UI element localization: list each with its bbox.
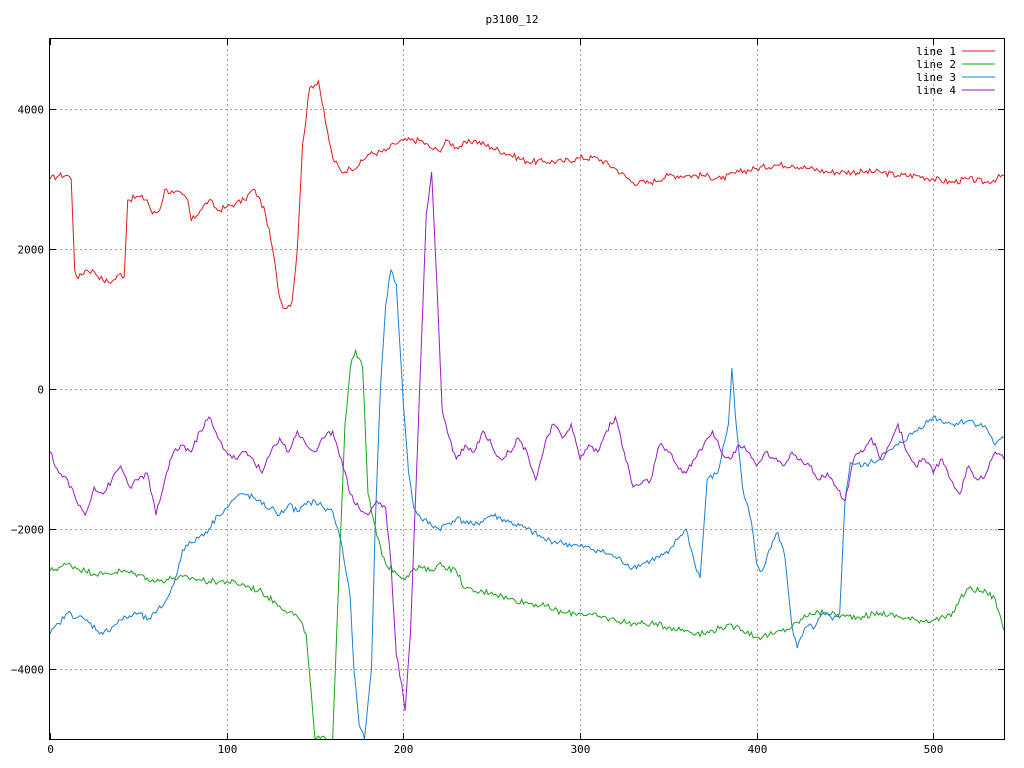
- y-tick-label: 4000: [18, 104, 45, 117]
- y-tick-label: 2000: [18, 244, 45, 257]
- series-line-2: [50, 348, 1004, 739]
- plot-frame: [49, 38, 1005, 740]
- legend-label: line 2: [916, 58, 956, 71]
- tick-layer: 0 100 200 300 400 500 −4000 −2000 0 2000 4000: [11, 39, 1004, 756]
- legend-label: line 3: [916, 71, 956, 84]
- x-tick-label: 400: [748, 743, 768, 756]
- x-tick-label: 200: [394, 743, 414, 756]
- chart-title: p3100_12: [486, 13, 539, 26]
- series-line-3: [50, 268, 1004, 739]
- legend-label: line 1: [916, 45, 956, 58]
- x-tick-label: 500: [924, 743, 944, 756]
- grid-layer: [50, 39, 1004, 739]
- x-tick-label: 300: [571, 743, 591, 756]
- series-layer: [50, 79, 1004, 739]
- y-tick-label: −2000: [11, 524, 44, 537]
- x-tick-label: 0: [47, 743, 54, 756]
- legend-label: line 4: [916, 84, 956, 97]
- series-line-4: [50, 171, 1004, 712]
- series-line-1: [50, 79, 1004, 309]
- y-tick-label: 0: [37, 384, 44, 397]
- y-tick-label: −4000: [11, 664, 44, 677]
- x-tick-label: 100: [218, 743, 238, 756]
